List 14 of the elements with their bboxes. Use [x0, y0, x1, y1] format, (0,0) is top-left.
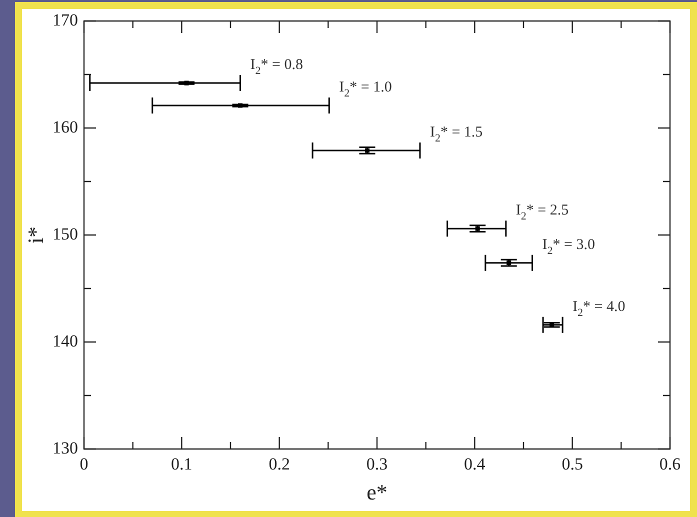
x-axis-title: e*: [366, 480, 388, 505]
x-tick-label: 0.6: [659, 454, 681, 474]
x-tick-label: 0.1: [171, 454, 192, 474]
y-tick-label: 130: [52, 438, 78, 458]
x-tick-label: 0.5: [562, 454, 583, 474]
x-tick-label: 0.3: [366, 454, 388, 474]
y-tick-label: 160: [52, 117, 78, 136]
y-tick-label: 150: [52, 224, 78, 244]
y-tick-label: 140: [52, 331, 78, 350]
x-tick-label: 0: [80, 454, 88, 474]
y-axis-title: i*: [22, 226, 48, 244]
x-tick-label: 0.4: [464, 454, 486, 474]
x-tick-label: 0.2: [268, 454, 290, 474]
y-tick-label: 170: [52, 10, 78, 30]
